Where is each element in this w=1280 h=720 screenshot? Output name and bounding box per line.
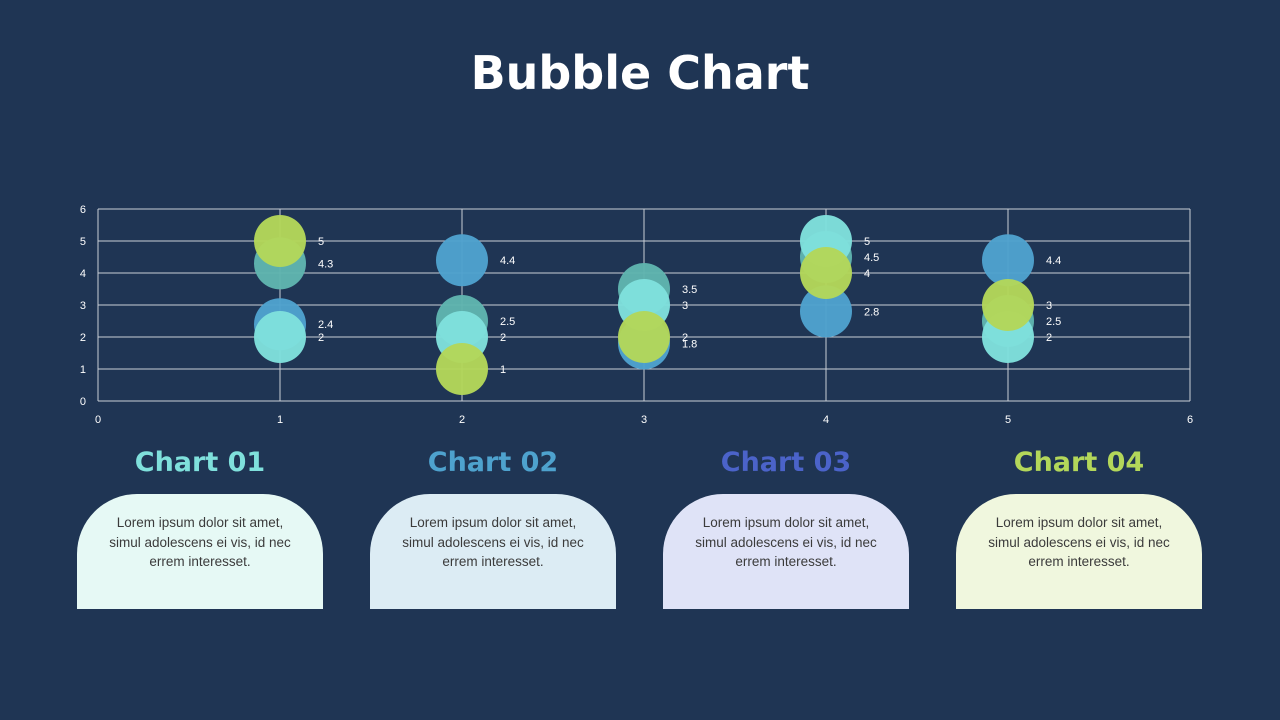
- card-2-text: Lorem ipsum dolor sit amet, simul adoles…: [370, 494, 616, 609]
- y-tick-label: 2: [80, 332, 86, 344]
- card-title-1: Chart 01: [134, 447, 266, 478]
- x-tick-label: 3: [641, 414, 647, 426]
- x-tick-label: 4: [823, 414, 829, 426]
- bubble-data-label: 1.8: [682, 338, 697, 350]
- bubble-data-label: 4.4: [500, 255, 515, 267]
- y-tick-label: 1: [80, 364, 86, 376]
- bubble-point: [800, 285, 852, 338]
- bubble-data-label: 4.5: [864, 252, 879, 264]
- x-tick-label: 0: [95, 414, 101, 426]
- bubble-data-label: 2: [318, 332, 324, 344]
- bubble-data-label: 2: [1046, 332, 1052, 344]
- y-tick-label: 0: [80, 396, 86, 408]
- bubble-data-label: 2: [500, 332, 506, 344]
- card-1-text: Lorem ipsum dolor sit amet, simul adoles…: [77, 494, 323, 609]
- bubble-data-label: 5: [864, 236, 870, 248]
- bubble-data-label: 2.5: [500, 316, 515, 328]
- card-title-3: Chart 03: [720, 447, 852, 478]
- bubble-data-label: 3: [1046, 300, 1052, 312]
- bubble-data-label: 2.4: [318, 319, 333, 331]
- bubble-data-label: 2: [682, 332, 688, 344]
- chart-ticks: 0 1 2 3 4 5 6 0 1 2 3 4 5 6: [80, 204, 1193, 426]
- bubble-point: [436, 343, 488, 395]
- bubble-data-label: 2.8: [864, 306, 879, 318]
- bubble-point: [800, 247, 852, 299]
- card-4-text: Lorem ipsum dolor sit amet, simul adoles…: [956, 494, 1202, 609]
- x-tick-label: 1: [277, 414, 283, 426]
- bubble-data-label: 1: [500, 364, 506, 376]
- card-3-text: Lorem ipsum dolor sit amet, simul adoles…: [663, 494, 909, 609]
- page-title: Bubble Chart: [470, 46, 810, 100]
- card-title-4: Chart 04: [1013, 447, 1145, 478]
- bubble-point: [436, 234, 488, 287]
- chart-bubbles: [254, 215, 1034, 395]
- x-tick-label: 2: [459, 414, 465, 426]
- x-tick-label: 6: [1187, 414, 1193, 426]
- bubble-data-label: 3.5: [682, 284, 697, 296]
- bubble-point: [982, 234, 1034, 287]
- card-title-2: Chart 02: [427, 447, 559, 478]
- bubble-point: [254, 311, 306, 363]
- bubble-data-label: 4.4: [1046, 255, 1061, 267]
- bubble-data-label: 4.3: [318, 258, 333, 270]
- y-tick-label: 3: [80, 300, 86, 312]
- chart-data-labels: 4.3 2.5 3.5 4.5 2.5 2.4 4.4 1.8 2.8 4.4 2 2 3 5 2 5 1 2 4 3: [318, 236, 1061, 376]
- y-tick-label: 4: [80, 268, 86, 280]
- bubble-data-label: 2.5: [1046, 316, 1061, 328]
- y-tick-label: 6: [80, 204, 86, 216]
- bubble-point: [982, 279, 1034, 331]
- bubble-data-label: 5: [318, 236, 324, 248]
- bubble-data-label: 3: [682, 300, 688, 312]
- x-tick-label: 5: [1005, 414, 1011, 426]
- bubble-point: [618, 311, 670, 363]
- bubble-data-label: 4: [864, 268, 870, 280]
- y-tick-label: 5: [80, 236, 86, 248]
- bubble-point: [254, 215, 306, 267]
